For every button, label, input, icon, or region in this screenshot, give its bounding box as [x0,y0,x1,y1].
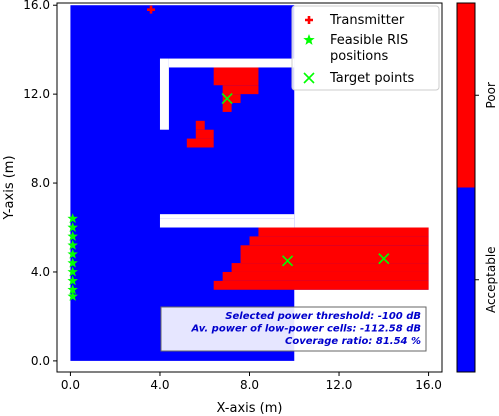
legend-target-marker [303,72,315,84]
coverage-region-poor-11 [222,103,232,112]
coverage-region-poor-8 [213,67,259,86]
legend-label: Target points [329,71,415,86]
wall-0 [159,58,169,130]
x-tick-label: 12.0 [326,378,353,392]
ris-position-7 [67,275,78,286]
ris-position-9 [67,290,78,301]
coverage-region-poor-13 [195,129,214,139]
walls [159,58,295,228]
ris-position-2 [67,230,78,241]
target-point-2 [378,253,390,265]
wall-3 [159,214,295,219]
coverage-region-poor-3 [222,271,429,281]
ris-position-1 [67,222,78,232]
x-tick-label: 4.0 [150,378,169,392]
info-box-frame [160,306,427,352]
colorbar-label-0: Acceptable [484,246,498,313]
y-tick-label: 16.0 [23,0,50,12]
y-tick-label: 4.0 [31,265,50,279]
colorbar-acceptable-segment [457,187,475,372]
x-axis-label: X-axis (m) [217,401,283,416]
wall-2 [159,218,295,228]
legend-frame [291,5,440,91]
colorbar-poor-segment [457,3,475,188]
wall-1 [168,58,295,68]
info-box-line-0: Selected power threshold: -100 dB [225,311,421,322]
target-point-stroke [281,255,294,267]
ris-position-5 [67,257,78,268]
y-tick-label: 0.0 [31,354,50,368]
colorbar-label-1: Poor [484,82,498,108]
ris-position-0 [67,213,78,224]
legend-ris-marker [303,34,315,45]
markers [67,5,390,301]
ris-position-6 [67,266,78,277]
legend-transmitter-marker [305,16,313,24]
target-point-0 [221,93,233,105]
colorbar: Acceptable Poor [456,2,498,373]
coverage-region-poor-9 [222,85,259,95]
y-axis-label: Y-axis (m) [2,155,17,220]
legend-label: positions [330,49,388,64]
coverage-region-poor-5 [240,245,429,264]
y-tick-label: 12.0 [23,87,50,101]
ris-position-4 [67,248,78,259]
legend-label: Transmitter [329,13,405,28]
y-tick-label: 8.0 [31,176,50,190]
colorbar-frame [456,2,476,373]
coverage-region-poor-14 [186,138,214,148]
info-box-line-1: Av. power of low-power cells: -112.58 dB [191,324,422,335]
coverage-region-poor-4 [231,263,429,272]
coverage-region-poor-6 [249,236,429,246]
ris-position-8 [67,284,78,295]
coverage-region-poor-12 [195,120,205,130]
axis-ticks: 0.0 4.0 8.0 12.0 16.0 0.0 4.0 8.0 12.0 16.0 [23,0,442,392]
x-tick-label: 16.0 [415,378,442,392]
transmitter-marker [147,5,156,14]
ris-position-3 [67,239,78,250]
legend-label: Feasible RIS [330,33,408,48]
target-point-stroke [221,93,233,105]
coverage-region-poor-7 [258,227,429,237]
info-box: Selected power threshold: -100 dB Av. pow… [160,306,427,352]
coverage-region-poor-2 [213,280,429,290]
target-point-stroke [378,253,390,265]
coverage-region-poor-10 [222,94,241,104]
x-tick-label: 8.0 [240,378,259,392]
x-tick-label: 0.0 [61,378,80,392]
target-point-1 [281,255,294,267]
info-box-line-2: Coverage ratio: 81.54 % [285,336,421,347]
